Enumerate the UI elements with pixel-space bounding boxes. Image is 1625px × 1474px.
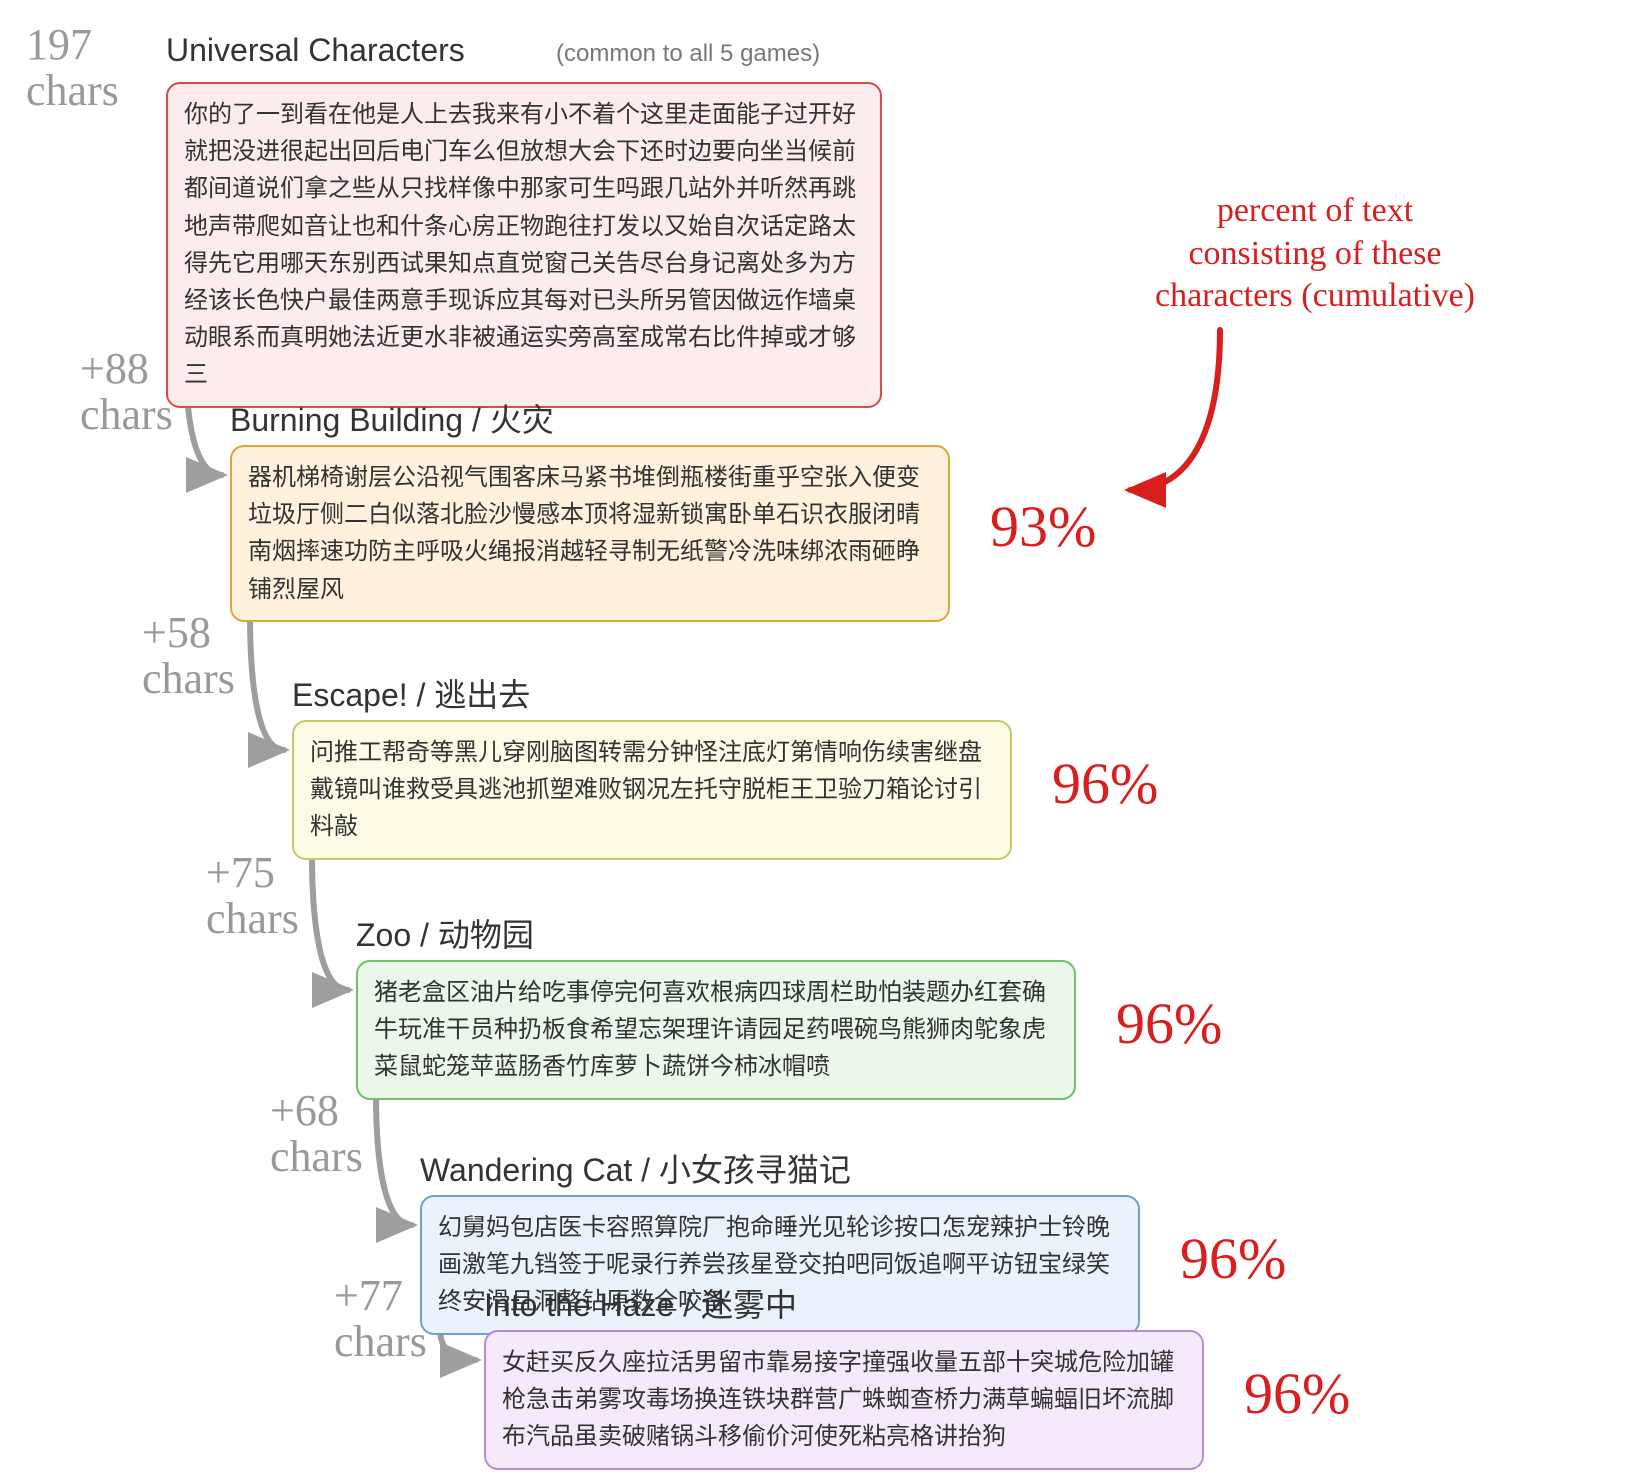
- char-box-content-haze: 女赶买反久座拉活男留市靠易接字撞强收量五部十突城危险加罐枪急击弟雾攻毒场换连铁块…: [502, 1344, 1186, 1456]
- percent-haze: 96%: [1244, 1365, 1350, 1423]
- char-box-universal: 你的了一到看在他是人上去我来有小不着个这里走面能子过开好就把没进很起出回后电门车…: [166, 82, 882, 408]
- group-title-universal: Universal Characters: [166, 32, 465, 69]
- percent-cat: 96%: [1180, 1230, 1286, 1288]
- left-count-haze: +77chars: [334, 1273, 427, 1365]
- group-title-escape: Escape! / 逃出去: [292, 670, 530, 716]
- char-box-haze: 女赶买反久座拉活男留市靠易接字撞强收量五部十突城危险加罐枪急击弟雾攻毒场换连铁块…: [484, 1330, 1204, 1470]
- left-count-burning: +88chars: [80, 346, 173, 438]
- percent-zoo: 96%: [1116, 995, 1222, 1053]
- percent-annotation: percent of textconsisting of thesecharac…: [1100, 190, 1530, 318]
- char-box-content-escape: 问推工帮奇等黑儿穿刚脑图转需分钟怪注底灯第情响伤续害继盘戴镜叫谁救受具逃池抓塑难…: [310, 734, 994, 846]
- percent-escape: 96%: [1052, 755, 1158, 813]
- left-count-universal: 197chars: [26, 22, 119, 114]
- left-count-cat: +68chars: [270, 1088, 363, 1180]
- group-title-burning: Burning Building / 火灾: [230, 395, 554, 441]
- percent-burning: 93%: [990, 498, 1096, 556]
- group-subtitle-universal: (common to all 5 games): [556, 40, 820, 68]
- char-box-escape: 问推工帮奇等黑儿穿刚脑图转需分钟怪注底灯第情响伤续害继盘戴镜叫谁救受具逃池抓塑难…: [292, 720, 1012, 860]
- char-box-content-burning: 器机梯椅谢层公沿视气围客床马紧书堆倒瓶楼街重乎空张入便变垃圾厅侧二白似落北脸沙慢…: [248, 459, 932, 608]
- char-box-content-universal: 你的了一到看在他是人上去我来有小不着个这里走面能子过开好就把没进很起出回后电门车…: [184, 96, 864, 394]
- char-box-burning: 器机梯椅谢层公沿视气围客床马紧书堆倒瓶楼街重乎空张入便变垃圾厅侧二白似落北脸沙慢…: [230, 445, 950, 622]
- group-title-haze: Into the Haze / 迷雾中: [484, 1280, 797, 1326]
- left-count-escape: +58chars: [142, 610, 235, 702]
- left-count-zoo: +75chars: [206, 850, 299, 942]
- group-title-cat: Wandering Cat / 小女孩寻猫记: [420, 1145, 851, 1191]
- char-box-content-zoo: 猪老盒区油片给吃事停完何喜欢根病四球周栏助怕装题办红套确牛玩准干员种扔板食希望忘…: [374, 974, 1058, 1086]
- char-box-zoo: 猪老盒区油片给吃事停完何喜欢根病四球周栏助怕装题办红套确牛玩准干员种扔板食希望忘…: [356, 960, 1076, 1100]
- group-title-zoo: Zoo / 动物园: [356, 910, 534, 956]
